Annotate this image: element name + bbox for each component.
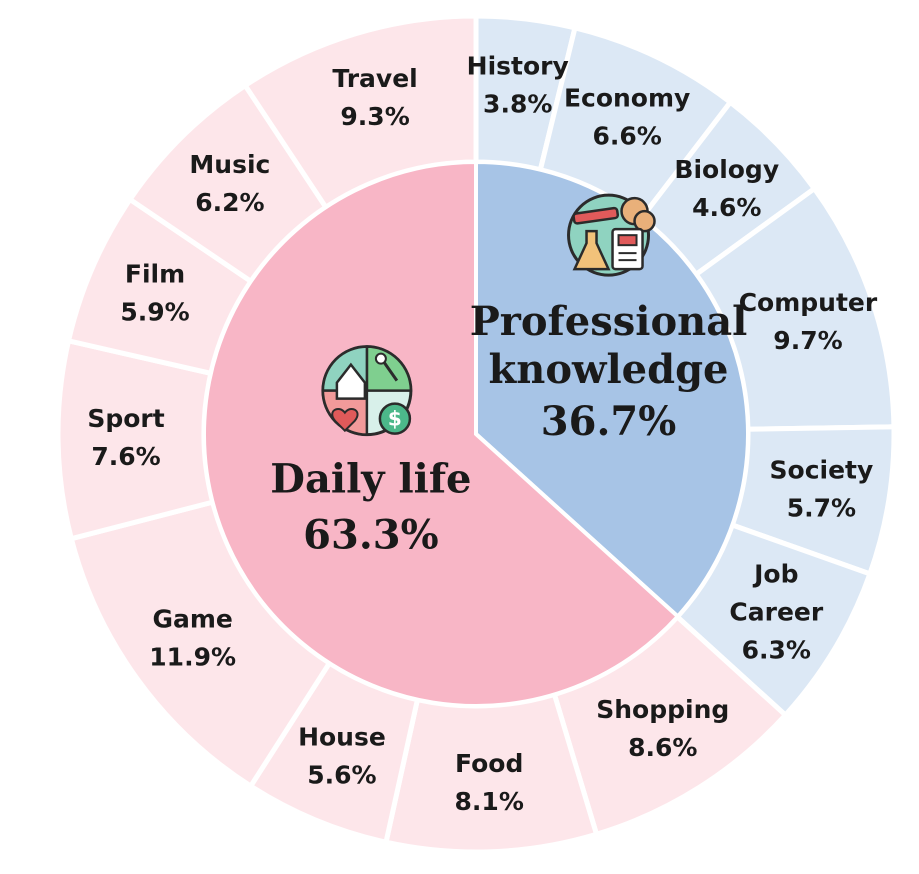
outer-value-label: 5.7% bbox=[787, 493, 856, 522]
outer-label-computer: Computer 9.7% bbox=[739, 288, 878, 355]
inner-category-label: Professional bbox=[470, 298, 748, 345]
outer-category-label: Travel bbox=[332, 64, 417, 93]
category-icons: $ bbox=[321, 193, 656, 437]
outer-value-label: 9.3% bbox=[340, 102, 409, 131]
outer-ring bbox=[55, 13, 897, 855]
inner-slice-daily-life bbox=[202, 159, 681, 708]
inner-category-label: Daily life bbox=[270, 456, 471, 503]
outer-value-label: 6.6% bbox=[592, 121, 661, 150]
daily-life-icon: $ bbox=[321, 345, 413, 437]
inner-label-daily-life: Daily life 63.3% bbox=[270, 456, 471, 559]
inner-slice-professional-knowledge bbox=[474, 159, 750, 620]
outer-label-food: Food 8.1% bbox=[455, 749, 524, 816]
outer-value-label: 8.6% bbox=[628, 733, 697, 762]
inner-value-label: 63.3% bbox=[303, 512, 438, 559]
outer-category-label: Sport bbox=[87, 404, 164, 433]
outer-category-label: Food bbox=[455, 749, 523, 778]
outer-label-shopping: Shopping 8.6% bbox=[596, 695, 729, 762]
inner-label-professional-knowledge: Professional knowledge 36.7% bbox=[470, 298, 748, 445]
outer-value-label: 6.3% bbox=[742, 636, 811, 665]
outer-category-label: Career bbox=[729, 598, 823, 627]
inner-pie bbox=[202, 159, 750, 708]
outer-label-biology: Biology 4.6% bbox=[674, 155, 779, 222]
outer-label-travel: Travel 9.3% bbox=[332, 64, 417, 131]
outer-value-label: 4.6% bbox=[692, 193, 761, 222]
outer-value-label: 7.6% bbox=[91, 442, 160, 471]
outer-label-film: Film 5.9% bbox=[120, 259, 189, 326]
outer-category-label: Computer bbox=[739, 288, 878, 317]
outer-value-label: 6.2% bbox=[195, 188, 264, 217]
outer-label-economy: Economy 6.6% bbox=[564, 83, 690, 150]
outer-value-label: 3.8% bbox=[483, 89, 552, 118]
outer-category-label: History bbox=[467, 51, 569, 80]
professional-knowledge-icon bbox=[567, 193, 656, 277]
outer-value-label: 11.9% bbox=[149, 642, 236, 671]
outer-category-label: Shopping bbox=[596, 695, 729, 724]
outer-label-game: Game 11.9% bbox=[149, 604, 236, 671]
outer-value-label: 5.6% bbox=[307, 760, 376, 789]
outer-category-label: Job bbox=[752, 560, 798, 589]
svg-text:$: $ bbox=[388, 407, 402, 431]
outer-value-label: 8.1% bbox=[455, 787, 524, 816]
outer-category-label: House bbox=[298, 722, 386, 751]
outer-category-label: Game bbox=[152, 604, 232, 633]
outer-category-label: Economy bbox=[564, 83, 690, 112]
chart-labels: History 3.8% Economy 6.6% Biology 4.6% Compute… bbox=[87, 51, 878, 815]
outer-label-history: History 3.8% bbox=[467, 51, 569, 118]
outer-value-label: 9.7% bbox=[773, 326, 842, 355]
inner-category-label: knowledge bbox=[489, 346, 729, 393]
outer-label-house: House 5.6% bbox=[298, 722, 386, 789]
outer-category-label: Film bbox=[125, 259, 185, 288]
outer-category-label: Biology bbox=[674, 155, 779, 184]
outer-category-label: Music bbox=[189, 150, 270, 179]
outer-value-label: 5.9% bbox=[120, 297, 189, 326]
inner-value-label: 36.7% bbox=[541, 398, 676, 445]
outer-label-music: Music 6.2% bbox=[189, 150, 270, 217]
outer-label-job-career: Job Career 6.3% bbox=[729, 560, 823, 665]
outer-label-sport: Sport 7.6% bbox=[87, 404, 164, 471]
outer-category-label: Society bbox=[770, 455, 874, 484]
outer-label-society: Society 5.7% bbox=[770, 455, 874, 522]
